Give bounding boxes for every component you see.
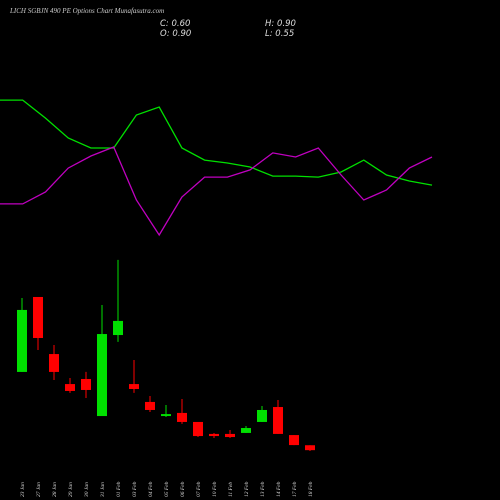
x-tick-label: 14 Feb [275,481,282,497]
candle-body [81,378,91,390]
candle-body [289,435,299,446]
ohlc-low: L: 0.55 [265,29,294,39]
x-tick-label: 10 Feb [212,481,218,497]
candle-body [209,433,219,437]
candle-body [33,296,43,338]
ohlc-open: O: 0.90 [160,29,191,39]
x-tick-label: 05 Feb [164,481,170,497]
x-tick-label: 28 Jan [52,482,58,497]
x-tick-label: 27 Jan [36,482,42,497]
candle-body [17,309,27,372]
candle-body [273,407,283,434]
line-series [0,99,433,186]
x-tick-label: 30 Jan [84,482,90,498]
candle-body [177,412,187,422]
x-tick-label: 01 Feb [116,481,122,497]
candle-body [193,421,203,437]
x-tick-label: 12 Feb [244,481,250,497]
x-tick-label: 29 Jan [68,482,74,497]
x-tick-label: 07 Feb [196,481,202,497]
x-tick-label: 18 Feb [308,481,314,497]
candle-body [113,320,123,336]
chart-title: LICH SGBJN 490 PE Options Chart Munafasu… [9,7,164,15]
x-tick-label: 31 Jan [100,482,106,498]
candle-body [145,401,155,410]
candle-body [161,414,171,417]
x-tick-label: 03 Feb [132,481,138,497]
x-tick-label: 11 Feb [228,482,234,497]
candle-body [225,433,235,438]
x-tick-label: 04 Feb [147,481,154,497]
x-tick-label: 17 Feb [292,481,298,497]
candle-body [65,384,75,391]
candle-body [241,428,251,433]
candle-body [49,354,59,372]
candle-body [305,445,315,451]
candle-body [129,384,139,389]
x-tick-label: 06 Feb [180,481,186,497]
candle-body [97,334,107,417]
candle-body [257,409,267,422]
ohlc-high: H: 0.90 [265,19,296,29]
line-series [0,146,433,237]
x-tick-label: 23 Jan [20,482,26,497]
x-tick-label: 13 Feb [260,481,266,497]
ohlc-close: C: 0.60 [160,19,190,29]
